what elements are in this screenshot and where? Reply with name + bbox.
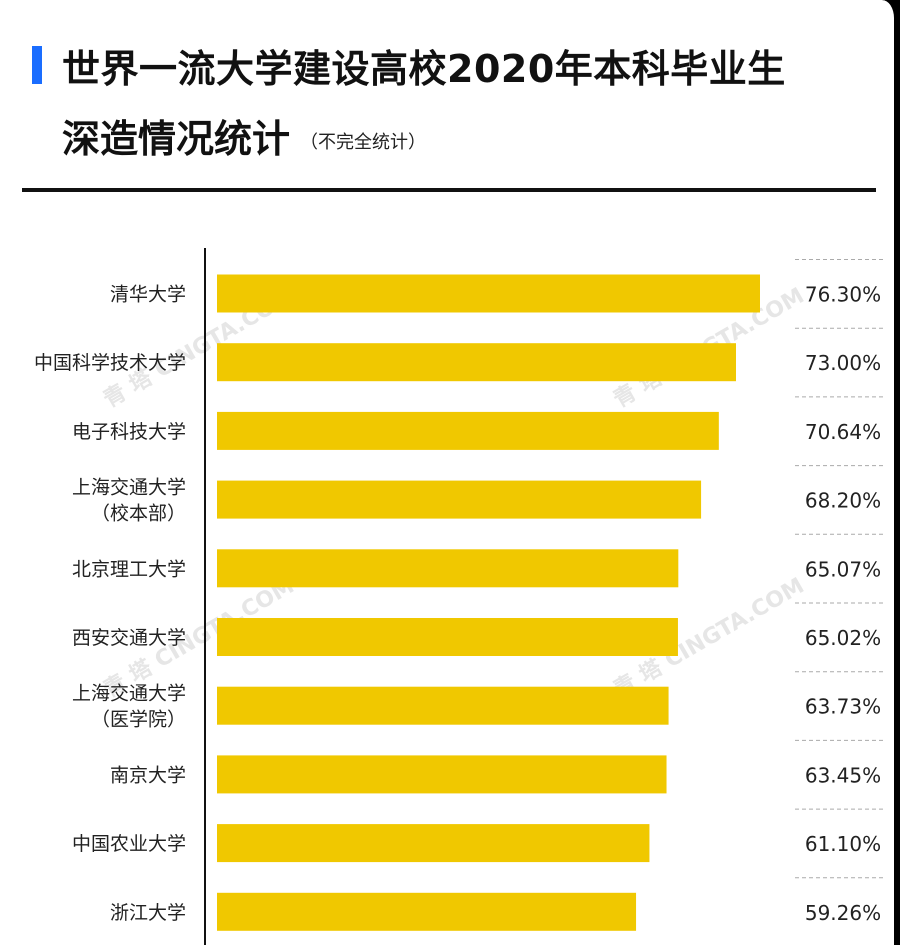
category-label: 清华大学 bbox=[110, 284, 186, 306]
category-label: 北京理工大学 bbox=[72, 558, 186, 580]
value-label: 63.73% bbox=[805, 695, 881, 719]
value-label: 68.20% bbox=[805, 489, 881, 513]
value-label: 70.64% bbox=[805, 420, 881, 444]
category-label: （医学院） bbox=[91, 709, 186, 731]
category-label: 中国农业大学 bbox=[72, 833, 186, 855]
category-label: 中国科学技术大学 bbox=[34, 352, 186, 374]
chart-title-line2: 深造情况统计 （不完全统计） bbox=[62, 108, 426, 163]
bar bbox=[217, 755, 667, 794]
bar bbox=[217, 549, 679, 588]
bar bbox=[217, 824, 650, 863]
bar-chart: 清华大学 76.30% 中国科学技术大学 73.00% 电子科技大学 70.64% 上海交通… bbox=[34, 248, 886, 945]
chart-subtitle: （不完全统计） bbox=[300, 132, 427, 153]
category-label: 西安交通大学 bbox=[72, 627, 186, 649]
bar bbox=[217, 343, 736, 382]
bar bbox=[217, 892, 637, 931]
value-label: 63.45% bbox=[805, 763, 881, 787]
category-label: 上海交通大学 bbox=[72, 477, 186, 499]
value-label: 73.00% bbox=[805, 351, 881, 375]
bar bbox=[217, 686, 669, 725]
title-divider bbox=[22, 188, 876, 192]
bar bbox=[217, 411, 719, 450]
value-label: 59.26% bbox=[805, 901, 881, 925]
category-label: 上海交通大学 bbox=[72, 683, 186, 705]
title-accent-bar bbox=[32, 46, 42, 84]
bar bbox=[217, 480, 702, 519]
category-label: （校本部） bbox=[91, 503, 186, 525]
value-label: 76.30% bbox=[805, 283, 881, 307]
chart-title-line1: 世界一流大学建设高校2020年本科毕业生 bbox=[62, 47, 786, 91]
chart-title-line2-text: 深造情况统计 bbox=[62, 117, 291, 161]
bar bbox=[217, 618, 678, 656]
category-label: 南京大学 bbox=[110, 764, 186, 786]
category-label: 电子科技大学 bbox=[72, 421, 186, 443]
bar bbox=[217, 274, 760, 313]
value-label: 61.10% bbox=[805, 832, 881, 856]
value-label: 65.07% bbox=[805, 557, 881, 581]
value-label: 65.02% bbox=[805, 626, 881, 650]
category-label: 浙江大学 bbox=[110, 902, 186, 924]
